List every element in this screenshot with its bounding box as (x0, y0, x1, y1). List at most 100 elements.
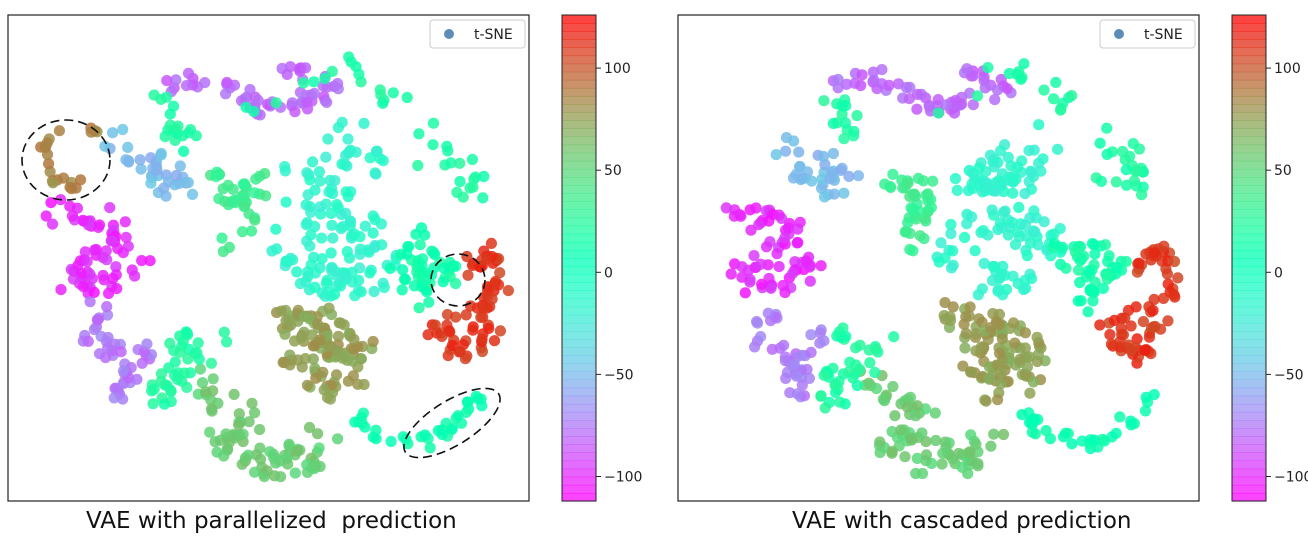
scatter-point (986, 274, 999, 287)
scatter-point (849, 77, 861, 89)
caption-cascaded: VAE with cascaded prediction (792, 508, 1132, 534)
scatter-point (209, 436, 221, 448)
scatter-point (1110, 176, 1122, 188)
scatter-point (301, 379, 313, 391)
colorbar-segment (1232, 15, 1266, 24)
scatter-point (920, 449, 933, 461)
scatter-point (779, 286, 791, 299)
scatter-point (238, 190, 250, 203)
scatter-point (1026, 166, 1038, 178)
scatter-point (432, 425, 444, 437)
scatter-point (815, 390, 827, 402)
scatter-point (920, 436, 932, 448)
scatter-point (340, 149, 352, 161)
scatter-point (307, 156, 319, 168)
scatter-point (181, 381, 193, 393)
scatter-point (788, 135, 800, 147)
colorbar-segment (1232, 468, 1266, 478)
scatter-point (117, 393, 129, 405)
scatter-point (884, 181, 896, 193)
scatter-point (317, 366, 329, 378)
colorbar-segment (562, 15, 596, 24)
scatter-point (451, 186, 463, 198)
scatter-point (93, 219, 106, 231)
scatter-point (988, 428, 1000, 440)
legend-marker-icon (1114, 29, 1124, 39)
scatter-point (57, 172, 70, 184)
scatter-point (182, 176, 194, 189)
scatter-point (239, 452, 251, 464)
colorbar-segment (562, 492, 596, 502)
colorbar-segment (562, 282, 596, 291)
scatter-point (375, 218, 387, 230)
scatter-point (64, 181, 76, 193)
scatter-point (102, 342, 114, 354)
colorbar-tick-label: −50 (1274, 367, 1304, 383)
scatter-point (1082, 265, 1094, 277)
scatter-point (1119, 312, 1131, 324)
scatter-point (312, 318, 324, 330)
scatter-point (1029, 226, 1041, 238)
scatter-point (167, 100, 180, 112)
scatter-point (792, 223, 804, 235)
scatter-point (970, 328, 982, 340)
scatter-point (997, 206, 1010, 218)
scatter-point (131, 373, 143, 385)
scatter-point (976, 316, 988, 328)
scatter-point (967, 99, 979, 111)
colorbar-segment (1232, 484, 1266, 494)
scatter-point (980, 395, 992, 407)
scatter-point (1168, 289, 1180, 301)
scatter-point (115, 346, 127, 358)
scatter-point (1089, 248, 1101, 260)
scatter-point (983, 372, 996, 384)
scatter-point (1096, 433, 1109, 445)
scatter-point (985, 440, 997, 452)
scatter-point (983, 361, 996, 373)
scatter-point (930, 434, 942, 447)
scatter-point (494, 325, 506, 337)
colorbar-segment (562, 420, 596, 429)
scatter-point (1139, 405, 1152, 417)
scatter-point (1102, 255, 1114, 267)
scatter-point (911, 452, 923, 464)
scatter-point (476, 345, 488, 358)
scatter-point (1024, 387, 1036, 399)
scatter-point (933, 256, 945, 268)
scatter-point (182, 67, 195, 79)
colorbar-segment (562, 428, 596, 437)
scatter-point (305, 206, 317, 218)
scatter-point (316, 232, 328, 244)
scatter-point (1125, 320, 1137, 332)
scatter-point (191, 347, 203, 359)
scatter-point (438, 262, 450, 274)
colorbar-segment (562, 274, 596, 283)
scatter-point (324, 340, 336, 352)
scatter-point (240, 101, 252, 113)
scatter-point (196, 377, 209, 389)
scatter-point (461, 396, 473, 408)
scatter-point (329, 288, 341, 300)
scatter-point (1012, 161, 1024, 173)
scatter-point (859, 379, 871, 391)
scatter-point (107, 127, 119, 139)
scatter-point (280, 196, 292, 208)
colorbar-segment (1232, 444, 1266, 453)
scatter-point (236, 226, 249, 238)
scatter-point (402, 241, 414, 253)
scatter-point (1095, 175, 1107, 187)
scatter-point (760, 241, 773, 253)
scatter-point (818, 335, 830, 347)
colorbar-tick-label: 0 (1274, 265, 1283, 281)
scatter-point (336, 158, 348, 170)
colorbar-tick-label: 100 (604, 61, 631, 77)
colorbar-segment (1232, 144, 1266, 154)
scatter-point (780, 372, 792, 384)
scatter-point (780, 145, 792, 157)
scatter-point (305, 229, 317, 241)
scatter-point (909, 190, 922, 202)
colorbar-segment (562, 258, 596, 267)
scatter-point (961, 208, 973, 220)
scatter-point (357, 407, 369, 419)
scatter-point (763, 215, 775, 227)
